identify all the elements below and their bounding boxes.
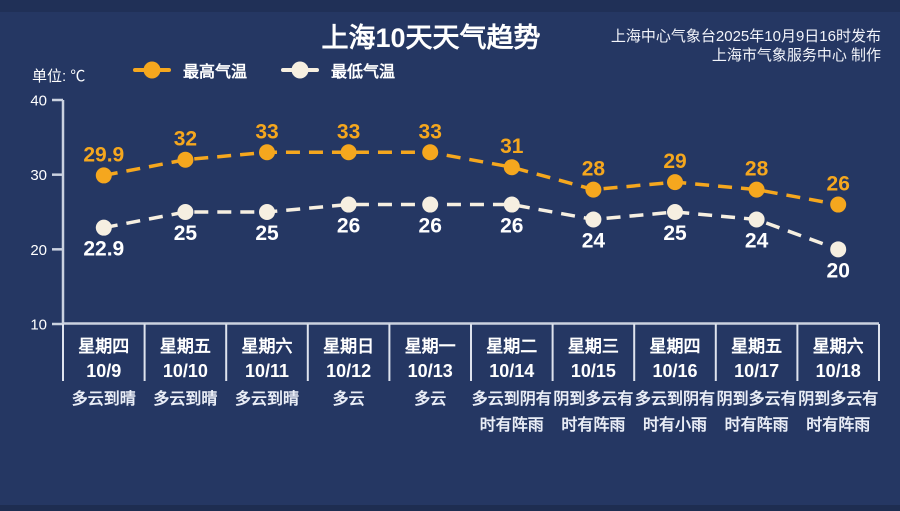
y-tick-label: 20 [30,242,47,259]
weather-label: 多云 [414,389,446,408]
high-temp-value-label: 33 [419,120,442,143]
weather-label: 阴到多云有 [717,389,797,408]
legend-item-high-temp: 最高气温 [133,58,247,82]
low-temp-point [830,241,847,258]
low-temp-value-label: 26 [500,215,523,238]
weather-label: 多云 [333,389,365,408]
weather-label: 阴到多云有 [553,389,633,408]
legend-label-high-temp: 最高气温 [183,64,248,81]
weekday-label: 星期五 [160,337,211,356]
date-label: 10/18 [816,361,861,381]
weather-label: 多云到晴 [153,389,217,408]
weekday-label: 星期二 [486,337,537,356]
weather-label: 多云到阴有 [472,389,552,408]
high-temp-value-label: 32 [174,128,197,151]
weekday-label: 星期四 [650,337,701,356]
weather-label: 时有阵雨 [725,415,789,434]
low-temp-point [422,196,439,213]
high-temp-value-label: 28 [745,158,769,181]
low-temp-value-label: 25 [255,222,279,245]
low-temp-point [259,204,275,220]
date-label: 10/9 [86,361,121,381]
top-edge-strip [0,0,900,12]
weekday-label: 星期五 [731,337,782,356]
page-title: 上海10天天气趋势 [321,23,541,53]
weekday-label: 星期日 [323,337,374,356]
high-temp-point [585,181,602,198]
date-label: 10/17 [734,361,779,381]
publisher-info: 上海中心气象台2025年10月9日16时发布 上海市气象服务中心 制作 [611,27,881,65]
high-temp-line [103,150,839,207]
weekday-label: 星期三 [568,337,619,356]
unit-label: 单位: ℃ [32,68,86,85]
high-temp-point [95,167,112,184]
low-temp-value-label: 22.9 [83,238,124,261]
low-temp-value-label: 26 [337,215,360,238]
weekday-label: 星期一 [405,337,456,356]
legend-item-low-temp: 最低气温 [281,58,395,82]
high-temp-point [667,174,683,191]
publisher-line-1: 上海中心气象台2025年10月9日16时发布 [610,28,881,45]
high-temp-value-label: 31 [500,135,524,158]
low-temp-point [585,211,602,228]
low-temp-point [340,196,357,213]
high-temp-point [340,144,357,161]
high-temp-point [177,151,194,168]
weather-label: 多云到晴 [235,389,299,408]
weather-label: 时有阵雨 [806,415,870,434]
date-label: 10/15 [571,361,616,381]
weekday-label: 星期四 [78,337,129,356]
high-temp-value-label: 33 [337,120,360,143]
weather-label: 时有阵雨 [480,415,544,434]
low-temp-legend-marker-icon [281,61,320,79]
date-label: 10/14 [489,361,534,381]
chart-legend: 最高气温 最低气温 [133,58,395,82]
high-temp-value-label: 29.9 [83,143,124,166]
y-tick-label: 10 [30,317,47,334]
high-temp-point [503,159,520,176]
low-temp-value-label: 24 [582,229,606,252]
y-tick-label: 40 [30,93,47,110]
date-label: 10/16 [652,361,697,381]
date-label: 10/12 [326,361,371,381]
low-temp-point [177,204,194,220]
high-temp-value-label: 28 [582,158,606,181]
date-label: 10/13 [408,361,453,381]
weekday-label: 星期六 [242,336,293,356]
high-temp-legend-marker-icon [133,61,171,79]
high-temp-point [259,144,275,161]
high-temp-point [422,144,439,161]
high-temp-value-label: 26 [827,173,850,196]
low-temp-point [667,204,683,220]
high-temp-value-label: 29 [663,150,686,173]
high-temp-point [830,196,847,213]
high-temp-point [748,181,765,198]
date-label: 10/11 [245,361,289,381]
weather-label: 时有小雨 [643,415,707,434]
weather-label: 多云到晴 [72,389,136,408]
low-temp-line [103,202,839,251]
y-tick-label: 30 [30,167,47,184]
legend-label-low-temp: 最低气温 [331,64,396,81]
high-temp-value-label: 33 [255,120,278,143]
low-temp-value-label: 20 [827,259,850,282]
low-temp-point [503,196,520,213]
bottom-edge-strip [0,505,900,511]
weather-label: 阴到多云有 [798,389,878,408]
weather-label: 时有阵雨 [561,415,625,434]
low-temp-value-label: 25 [663,222,687,245]
weather-label: 多云到阴有 [635,389,715,408]
publisher-line-2: 上海市气象服务中心 制作 [711,47,881,64]
low-temp-point [748,211,765,228]
weekday-label: 星期六 [813,336,864,356]
low-temp-point [95,219,112,236]
low-temp-value-label: 24 [745,229,769,252]
low-temp-value-label: 25 [174,222,198,245]
low-temp-value-label: 26 [419,215,442,238]
date-label: 10/10 [163,361,208,381]
